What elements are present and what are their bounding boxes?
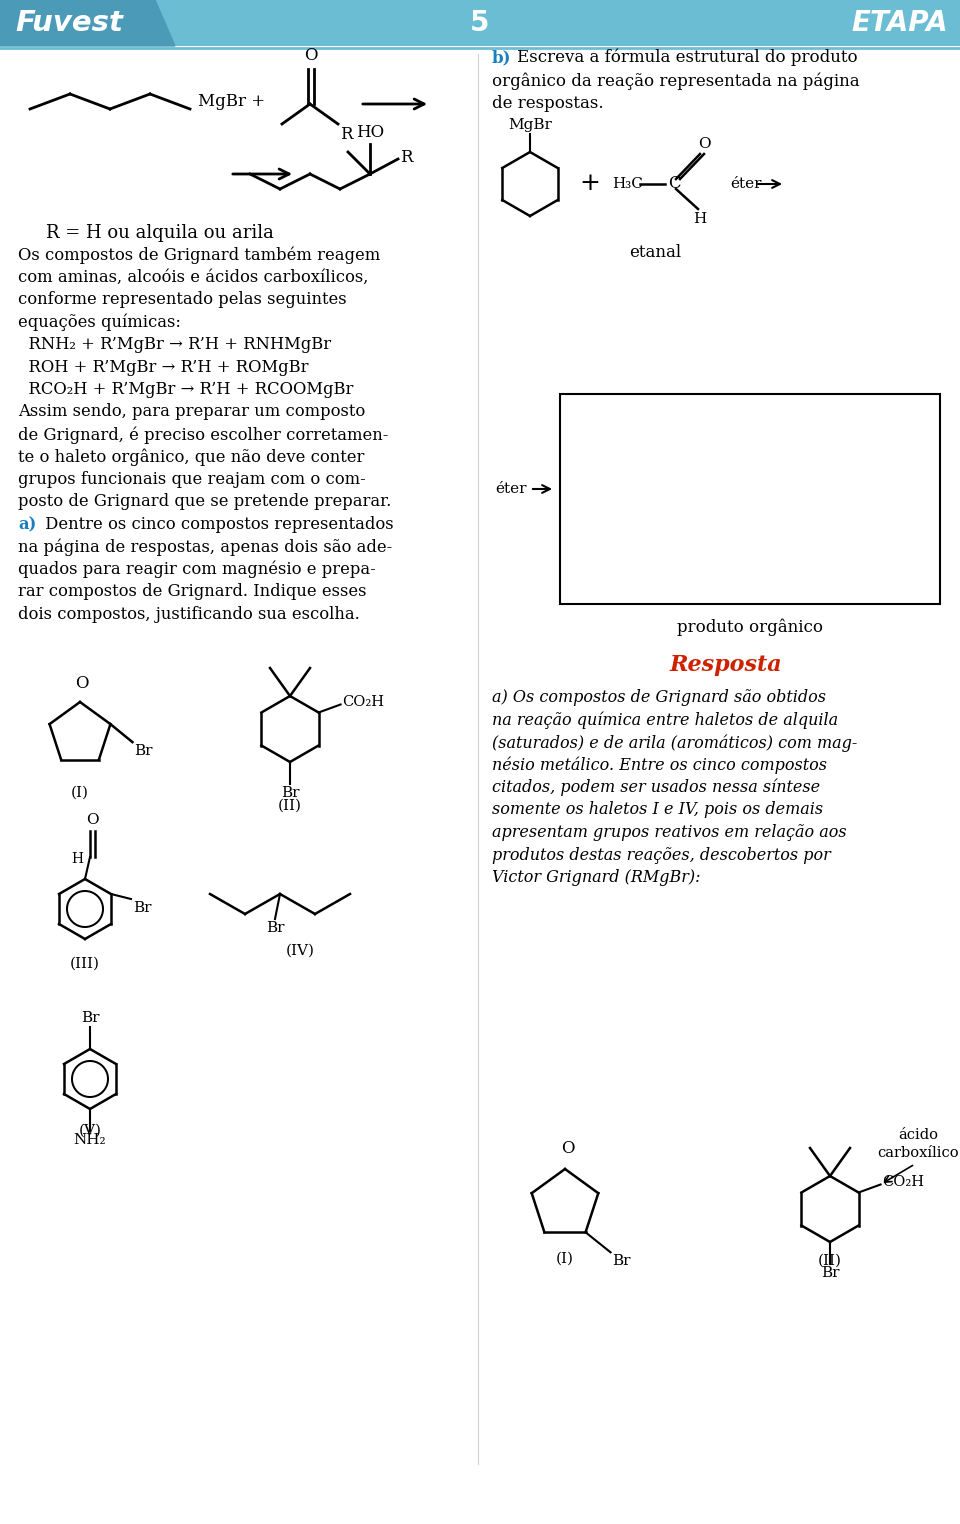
Text: te o haleto orgânico, que não deve conter: te o haleto orgânico, que não deve conte… xyxy=(18,448,365,466)
Text: MgBr +: MgBr + xyxy=(198,93,265,111)
Text: nésio metálico. Entre os cinco compostos: nésio metálico. Entre os cinco compostos xyxy=(492,756,827,774)
Text: (IV): (IV) xyxy=(285,943,315,959)
Text: Victor Grignard (RMgBr):: Victor Grignard (RMgBr): xyxy=(492,869,701,885)
Text: C: C xyxy=(668,175,681,192)
Text: O: O xyxy=(562,1140,575,1157)
Text: HO: HO xyxy=(356,123,384,142)
Text: quados para reagir com magnésio e prepa-: quados para reagir com magnésio e prepa- xyxy=(18,561,375,579)
Text: dois compostos, justificando sua escolha.: dois compostos, justificando sua escolha… xyxy=(18,607,360,623)
Text: H₃C: H₃C xyxy=(612,177,643,190)
Text: posto de Grignard que se pretende preparar.: posto de Grignard que se pretende prepar… xyxy=(18,494,392,511)
Text: ROH + R’MgBr → R’H + ROMgBr: ROH + R’MgBr → R’H + ROMgBr xyxy=(18,358,308,375)
Text: b): b) xyxy=(492,49,512,66)
Text: 5: 5 xyxy=(470,9,490,37)
Text: produtos destas reações, descobertos por: produtos destas reações, descobertos por xyxy=(492,846,830,864)
Text: CO₂H: CO₂H xyxy=(882,1175,924,1190)
Text: RCO₂H + R’MgBr → R’H + RCOOMgBr: RCO₂H + R’MgBr → R’H + RCOOMgBr xyxy=(18,381,353,398)
Text: de Grignard, é preciso escolher corretamen-: de Grignard, é preciso escolher corretam… xyxy=(18,427,389,443)
Bar xyxy=(560,395,940,604)
Text: citados, podem ser usados nessa síntese: citados, podem ser usados nessa síntese xyxy=(492,779,820,797)
Text: R = H ou alquila ou arila: R = H ou alquila ou arila xyxy=(46,224,274,242)
Text: Br: Br xyxy=(266,920,284,936)
Text: R: R xyxy=(340,126,352,143)
Text: Br: Br xyxy=(134,744,153,757)
Text: H: H xyxy=(71,852,83,866)
Text: na reação química entre haletos de alquila: na reação química entre haletos de alqui… xyxy=(492,712,838,728)
Text: Br: Br xyxy=(280,786,300,800)
Text: O: O xyxy=(698,137,710,151)
Text: Br: Br xyxy=(821,1266,839,1280)
Text: CO₂H: CO₂H xyxy=(343,695,385,710)
Text: Dentre os cinco compostos representados: Dentre os cinco compostos representados xyxy=(40,517,394,533)
Text: +: + xyxy=(580,172,600,195)
Text: ácido
carboxílico: ácido carboxílico xyxy=(877,1128,959,1160)
Text: O: O xyxy=(304,47,318,64)
Text: produto orgânico: produto orgânico xyxy=(677,619,823,637)
Text: O: O xyxy=(85,812,98,828)
Text: NH₂: NH₂ xyxy=(74,1132,107,1148)
Text: Br: Br xyxy=(81,1010,99,1026)
Text: apresentam grupos reativos em relação aos: apresentam grupos reativos em relação ao… xyxy=(492,824,847,841)
Text: a): a) xyxy=(18,517,36,533)
Text: (III): (III) xyxy=(70,957,100,971)
Text: Os compostos de Grignard também reagem: Os compostos de Grignard também reagem xyxy=(18,245,380,264)
Text: na página de respostas, apenas dois são ade-: na página de respostas, apenas dois são … xyxy=(18,538,393,556)
Text: R: R xyxy=(400,149,413,166)
Text: Resposta: Resposta xyxy=(670,654,782,677)
Text: grupos funcionais que reajam com o com-: grupos funcionais que reajam com o com- xyxy=(18,471,366,488)
Text: conforme representado pelas seguintes: conforme representado pelas seguintes xyxy=(18,291,347,308)
Text: equações químicas:: equações químicas: xyxy=(18,314,181,331)
Text: (I): (I) xyxy=(556,1253,574,1266)
Text: etanal: etanal xyxy=(629,244,681,261)
Text: MgBr: MgBr xyxy=(508,117,552,133)
Text: RNH₂ + R’MgBr → R’H + RNHMgBr: RNH₂ + R’MgBr → R’H + RNHMgBr xyxy=(18,335,331,354)
Text: rar compostos de Grignard. Indique esses: rar compostos de Grignard. Indique esses xyxy=(18,584,367,600)
Text: com aminas, alcoóis e ácidos carboxílicos,: com aminas, alcoóis e ácidos carboxílico… xyxy=(18,268,369,285)
Text: Assim sendo, para preparar um composto: Assim sendo, para preparar um composto xyxy=(18,404,365,421)
Text: (saturados) e de arila (aromáticos) com mag-: (saturados) e de arila (aromáticos) com … xyxy=(492,735,857,751)
Text: éter: éter xyxy=(730,177,761,190)
Text: O: O xyxy=(75,675,88,692)
Text: éter: éter xyxy=(495,482,526,495)
Text: Fuvest: Fuvest xyxy=(15,9,123,37)
Polygon shape xyxy=(0,0,175,46)
Text: de respostas.: de respostas. xyxy=(492,94,604,111)
Text: orgânico da reação representada na página: orgânico da reação representada na págin… xyxy=(492,72,859,90)
Text: a) Os compostos de Grignard são obtidos: a) Os compostos de Grignard são obtidos xyxy=(492,689,826,706)
Text: (II): (II) xyxy=(278,799,302,812)
Bar xyxy=(0,0,960,46)
Text: ETAPA: ETAPA xyxy=(852,9,948,37)
Text: Br: Br xyxy=(612,1254,631,1268)
Text: Br: Br xyxy=(133,901,152,914)
Text: H: H xyxy=(693,212,707,226)
Text: (II): (II) xyxy=(818,1254,842,1268)
Text: somente os haletos I e IV, pois os demais: somente os haletos I e IV, pois os demai… xyxy=(492,802,823,818)
Text: (I): (I) xyxy=(71,786,89,800)
Text: (V): (V) xyxy=(79,1125,102,1138)
Text: Escreva a fórmula estrutural do produto: Escreva a fórmula estrutural do produto xyxy=(517,49,857,67)
